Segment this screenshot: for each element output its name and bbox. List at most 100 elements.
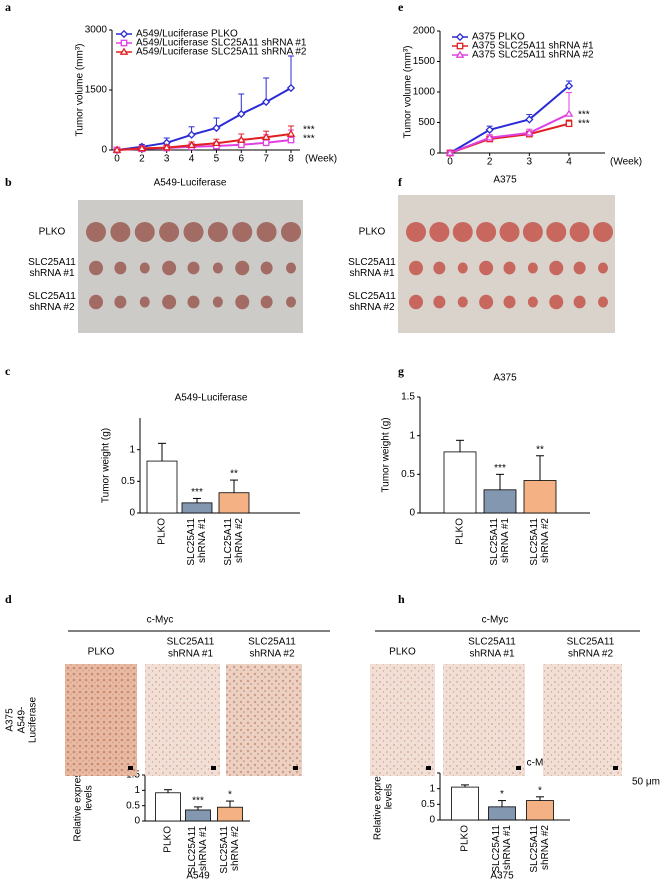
y-tick-label: 0.5: [401, 469, 415, 480]
tumor: [183, 222, 204, 242]
legend-label: A549/Luciferase SLC25A11 shRNA #2: [136, 47, 307, 58]
column-label: shRNA #1: [168, 649, 213, 660]
y-tick-label: 0.5: [421, 799, 435, 810]
x-axis-label: A375: [490, 871, 514, 882]
significance: *: [228, 790, 232, 801]
row-label: PLKO: [359, 227, 386, 238]
chart: 0 1500 3000 a 0 2 3 4 5 6 7 8 (Week) Tumor volume (mm…: [5, 0, 337, 165]
photo-title: A375: [493, 175, 517, 186]
ihc-image: [370, 664, 435, 776]
tumor: [499, 222, 520, 242]
marker: [120, 39, 128, 47]
tumor: [406, 222, 426, 242]
row-label: Luciferase: [28, 696, 39, 743]
x-tick-label: 2: [139, 154, 145, 165]
tumor: [429, 222, 450, 242]
marker: [119, 47, 129, 55]
x-tick-label: shRNA #2: [230, 826, 241, 871]
series-line: [116, 87, 292, 151]
x-tick-label: 3: [527, 157, 533, 168]
marker: [162, 143, 172, 151]
tumor: [89, 260, 103, 276]
y-tick-label: 1: [134, 785, 140, 796]
marker: [112, 145, 122, 153]
ihc-image: [543, 664, 622, 776]
marker: [119, 29, 129, 39]
y-tick-label: 0: [429, 148, 435, 159]
tumor: [110, 222, 131, 242]
y-tick-label: 1500: [413, 56, 436, 67]
significance: ***: [192, 796, 204, 807]
y-axis-label: Relative expression: [373, 753, 384, 840]
x-tick-label: SLC25A11: [186, 518, 197, 566]
x-tick-label: shRNA #1: [197, 518, 208, 563]
tumor: [409, 260, 423, 276]
row-label: SLC25A11: [28, 291, 76, 302]
x-tick-label: 0: [447, 157, 453, 168]
x-tick-label: 0: [114, 154, 120, 165]
legend-label: A375 SLC25A11 shRNA #2: [472, 50, 594, 61]
legend-label: A549/Luciferase SLC25A11 shRNA #1: [136, 38, 307, 49]
bar: [155, 792, 181, 822]
row-label: SLC25A11: [28, 257, 76, 268]
panel-letter: e: [398, 0, 404, 14]
significance: ***: [494, 463, 506, 474]
marker: [212, 138, 221, 147]
tumor: [212, 296, 223, 308]
x-tick-label: shRNA #2: [234, 518, 245, 563]
column-label: PLKO: [88, 647, 115, 658]
tumor: [286, 262, 296, 274]
column-label: shRNA #1: [469, 649, 514, 660]
tumor: [503, 295, 516, 309]
marker: [564, 81, 574, 91]
x-tick-label: shRNA #2: [540, 825, 551, 870]
tumor: [409, 294, 423, 310]
row-label: shRNA #1: [349, 268, 394, 279]
tumor: [457, 262, 468, 274]
y-tick-label: 1: [409, 430, 415, 441]
x-tick-label: 6: [239, 154, 245, 165]
marker: [485, 125, 494, 134]
marker: [286, 83, 296, 93]
column-label: SLC25A11: [468, 637, 516, 648]
significance: **: [536, 444, 544, 455]
marker: [286, 129, 296, 137]
marker: [456, 42, 464, 50]
x-tick-label: SLC25A11: [529, 825, 540, 873]
x-axis-label: A549: [186, 871, 210, 882]
y-tick-label: 0: [101, 145, 107, 156]
y-axis-label: Relative expression: [73, 754, 84, 841]
legend-label: A375 PLKO: [472, 32, 525, 43]
x-tick-label: SLC25A11: [529, 518, 540, 566]
tumor: [114, 295, 127, 309]
tumor: [573, 295, 586, 309]
tumor: [162, 294, 177, 310]
bar: [488, 806, 516, 821]
scale-bar: [128, 766, 133, 770]
tumor: [207, 222, 228, 242]
y-tick-label: 1.5: [401, 392, 415, 403]
x-tick-label: shRNA #1: [502, 825, 513, 870]
x-tick-label: shRNA #1: [500, 518, 511, 563]
tumor: [139, 262, 150, 274]
marker: [455, 32, 465, 42]
marker: [565, 120, 573, 128]
bar: [483, 489, 517, 514]
tumor: [433, 261, 446, 275]
tumor: [89, 294, 103, 310]
x-tick-label: SLC25A11: [219, 826, 230, 874]
photo-title: A549-Luciferase: [154, 178, 227, 189]
legend-label: A375 SLC25A11 shRNA #1: [472, 41, 594, 52]
scale-bar: [211, 766, 216, 770]
tumor: [549, 260, 564, 276]
panel-letter: g: [398, 364, 404, 378]
y-tick-label: 0: [129, 508, 135, 519]
x-tick-label: PLKO: [460, 825, 471, 852]
significance: ***: [191, 487, 203, 498]
row-label: shRNA #1: [29, 268, 74, 279]
bar: [523, 480, 557, 514]
